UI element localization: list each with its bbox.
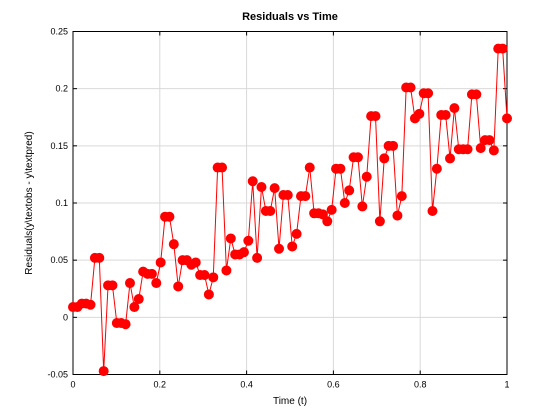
data-point <box>445 153 456 164</box>
y-tick-label: -0.05 <box>47 370 68 380</box>
data-point <box>300 191 311 202</box>
chart-title: Residuals vs Time <box>242 11 338 23</box>
data-point <box>335 163 346 174</box>
data-point <box>269 183 280 194</box>
data-point <box>146 268 157 279</box>
data-point <box>208 272 219 283</box>
data-point <box>225 233 236 244</box>
data-point <box>352 152 363 163</box>
x-tick-label: 1 <box>504 380 509 390</box>
x-tick-label: 0.6 <box>327 380 340 390</box>
data-point <box>423 88 434 99</box>
data-point <box>120 319 131 330</box>
data-point <box>203 289 214 300</box>
data-point <box>304 162 315 173</box>
data-point <box>361 171 372 182</box>
data-point <box>326 204 337 215</box>
y-tick-label: 0.05 <box>50 255 68 265</box>
data-point <box>462 144 473 155</box>
y-axis-label: Residuals(y\textobs - y\textpred) <box>24 131 35 274</box>
data-point <box>274 243 285 254</box>
x-tick-label: 0.4 <box>240 380 253 390</box>
data-point <box>151 278 162 289</box>
data-point <box>322 216 333 227</box>
data-point <box>94 252 105 263</box>
data-point <box>238 247 249 258</box>
data-point <box>164 211 175 222</box>
data-point <box>471 89 482 100</box>
data-point <box>357 201 368 212</box>
grid-lines <box>72 31 508 375</box>
data-point <box>199 270 210 281</box>
data-point <box>282 189 293 200</box>
data-point <box>379 153 390 164</box>
data-point <box>107 280 118 291</box>
data-point <box>85 299 96 310</box>
data-point <box>217 162 228 173</box>
data-point <box>488 145 499 156</box>
x-tick-label: 0.8 <box>414 380 427 390</box>
data-point <box>440 109 451 120</box>
data-point <box>291 228 302 239</box>
data-point <box>287 241 298 252</box>
data-point <box>247 176 258 187</box>
data-point <box>124 278 135 289</box>
data-point <box>155 257 166 268</box>
x-tick-label: 0.2 <box>154 380 167 390</box>
data-point <box>396 191 407 202</box>
y-tick-label: 0 <box>63 312 68 322</box>
data-point <box>265 206 276 217</box>
data-point <box>339 198 350 208</box>
series-line <box>73 48 508 372</box>
data-point <box>405 82 416 93</box>
data-point <box>388 140 399 151</box>
y-tick-label: 0.1 <box>55 198 68 208</box>
data-point <box>129 302 140 313</box>
data-point <box>98 366 109 377</box>
data-point <box>374 216 385 227</box>
data-point <box>370 111 381 122</box>
data-point <box>414 108 425 119</box>
data-point <box>190 257 201 268</box>
data-point <box>392 210 403 221</box>
y-tick-label: 0.15 <box>50 141 68 151</box>
data-point <box>449 103 460 114</box>
y-tick-label: 0.25 <box>50 27 68 37</box>
data-point <box>252 252 263 263</box>
data-point <box>344 185 355 196</box>
data-point <box>484 135 495 146</box>
x-tick-label: 0 <box>70 380 75 390</box>
data-point <box>502 113 512 124</box>
data-point <box>431 163 442 174</box>
data-point <box>427 206 438 217</box>
data-point <box>168 239 179 250</box>
data-point <box>173 281 184 292</box>
data-point <box>256 181 267 192</box>
data-point <box>221 265 232 276</box>
data-point <box>133 294 144 305</box>
data-point <box>497 43 508 54</box>
data-point <box>475 143 486 154</box>
x-axis-label: Time (t) <box>273 396 307 407</box>
series-layer <box>68 43 512 377</box>
y-tick-label: 0.2 <box>55 84 68 94</box>
data-point <box>243 235 254 246</box>
